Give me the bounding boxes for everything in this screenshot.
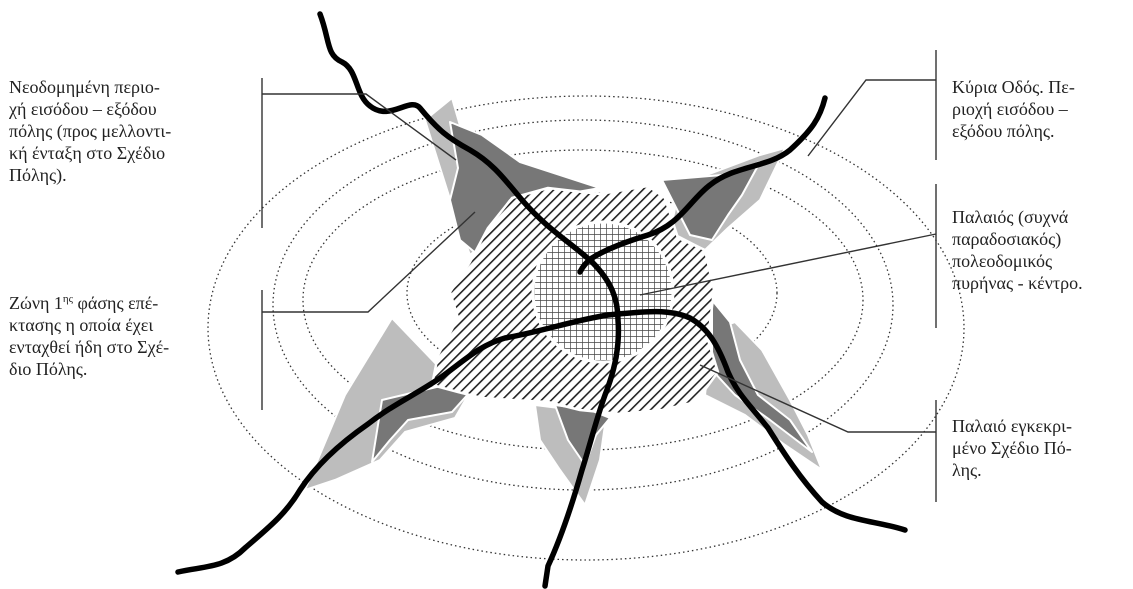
leader-phase1 <box>261 211 476 410</box>
ring-inner <box>406 192 778 394</box>
leader-old-core <box>639 184 937 328</box>
label-old-core: Παλαιός (συχνά παραδοσιακός) πολεοδομικό… <box>952 207 1083 293</box>
road-west-to-east <box>175 308 908 575</box>
old-core-area <box>531 220 675 364</box>
label-phase1-zone-post: φάσης επέ- κτασης η οποία έχει ενταχθεί … <box>9 293 170 379</box>
main-roads <box>175 11 908 589</box>
label-phase1-zone-sup: ης <box>62 293 74 305</box>
leader-main-road <box>807 50 937 160</box>
label-new-entry-zone: Νεοδομημένη περιο- χή εισόδου – εξόδου π… <box>9 77 172 185</box>
ring-outer <box>207 95 965 561</box>
road-northeast <box>577 95 828 275</box>
leader-lines <box>261 50 937 502</box>
label-phase1-zone-pre: Ζώνη 1 <box>9 293 63 313</box>
label-main-road: Κύρια Οδός. Πε- ριοχή εισόδου – εξόδου π… <box>952 77 1075 141</box>
leader-old-approved <box>699 364 937 502</box>
label-old-approved-plan: Παλαιό εγκεκρι- μένο Σχέδιο Πό- λης. <box>952 416 1072 480</box>
ring-2 <box>272 119 894 491</box>
road-north-to-south <box>317 11 622 589</box>
label-phase1-zone: Ζώνη 1ης φάσης επέ- κτασης η οποία έχει … <box>9 292 249 380</box>
leader-new-entry <box>261 78 457 228</box>
ring-3 <box>302 149 864 451</box>
dotted-rings <box>207 95 965 561</box>
